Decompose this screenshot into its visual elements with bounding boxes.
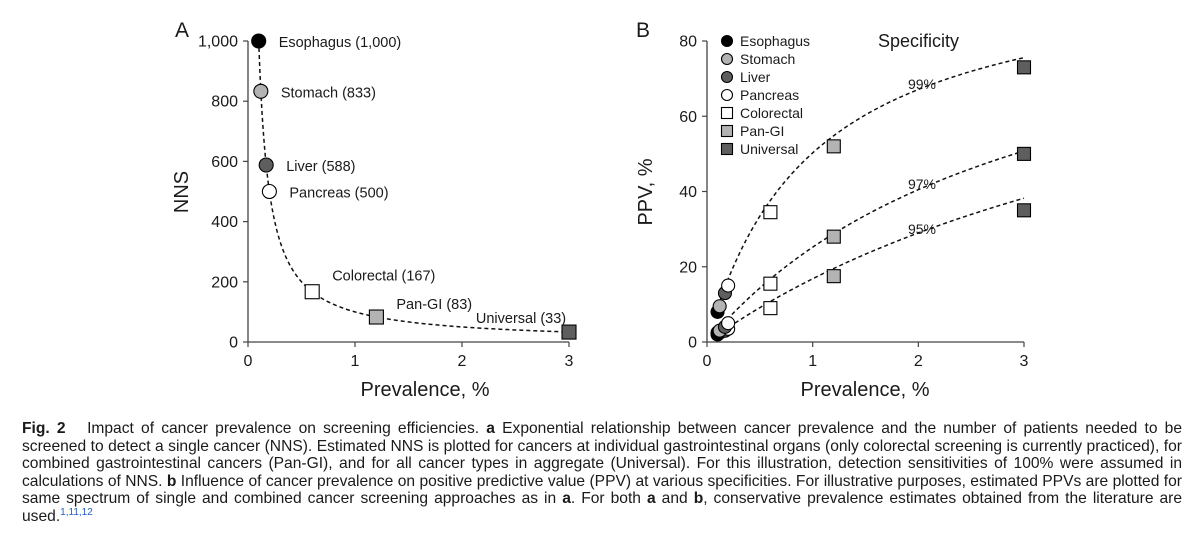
legend-label-pan-gi: Pan-GI [740,123,784,139]
marker-97-universal [1016,146,1032,161]
caption-panel-a-ref-3: a [646,490,656,508]
curve-label-95: 95% [908,221,936,237]
marker-97-pancreas [721,316,736,331]
caption-text-3: Influence of cancer prevalence on positi… [22,472,1182,508]
figure-caption: Fig. 2 Impact of cancer prevalence on sc… [22,420,1182,526]
marker-99-colorectal [763,205,778,220]
x-tick-label: 1 [808,353,817,370]
data-label-stomach: Stomach (833) [281,85,376,101]
y-tick-label: 0 [229,335,238,352]
legend-label-colorectal: Colorectal [740,105,803,121]
legend-marker-colorectal [720,106,734,120]
legend-title: Specificity [878,31,959,51]
marker-99-universal [1016,60,1032,75]
marker-99-pan-gi [826,139,841,154]
figure-label: Fig. 2 [22,420,66,437]
y-tick-label: 400 [211,214,238,231]
y-axis-label: PPV, % [635,158,657,225]
y-tick-label: 20 [679,259,697,276]
y-tick-label: 60 [679,109,697,126]
marker-99-stomach [712,299,727,314]
y-tick-label: 80 [679,34,697,51]
marker-pan-gi [368,309,384,325]
marker-95-pan-gi [826,269,841,284]
x-tick-label: 0 [244,353,253,370]
caption-text-6: , conservative prevalence estimates obta… [22,490,1183,525]
data-label-pancreas: Pancreas (500) [289,186,388,202]
x-tick-label: 0 [703,353,712,370]
nns-fit-curve [257,40,570,333]
caption-panel-a-ref: a [486,420,495,437]
caption-text-1: Impact of cancer prevalence on screening… [87,420,487,437]
ppv-curve-99 [716,56,1025,309]
ppv-curve-95 [717,197,1025,336]
panel-b-ppv-chart: 0 20 40 60 80 0 1 2 3 B Prevalence, % PPV, % 99% 97% 9… [635,19,1032,401]
curve-label-99: 99% [908,76,936,92]
legend-marker-universal [720,142,734,156]
y-tick-label: 200 [211,274,238,291]
marker-pancreas [261,183,277,200]
marker-95-universal [1016,203,1032,218]
marker-liver [258,157,274,173]
caption-text-5: and [655,490,694,508]
legend-label-stomach: Stomach [740,51,795,67]
x-tick-label: 2 [458,353,467,370]
x-tick-label: 3 [1020,353,1029,370]
legend-marker-liver [720,70,734,84]
data-label-universal: Universal (33) [476,311,566,327]
x-tick-label: 2 [914,353,923,370]
marker-universal [561,324,577,340]
data-label-esophagus: Esophagus (1,000) [279,35,402,51]
data-label-liver: Liver (588) [286,159,355,175]
x-tick-label: 3 [565,353,574,370]
caption-text-4: . For both [570,490,647,508]
legend-label-esophagus: Esophagus [740,33,810,49]
caption-text-2: Exponential relationship between cancer … [22,420,1182,490]
x-tick-label: 1 [351,353,360,370]
y-tick-label: 1,000 [198,34,238,51]
y-tick-label: 600 [211,154,238,171]
legend-marker-pan-gi [720,124,734,138]
marker-99-pancreas [721,278,736,293]
caption-reference-link[interactable]: 1,11,12 [60,506,93,518]
curve-label-97: 97% [908,176,936,192]
legend-label-pancreas: Pancreas [740,87,799,103]
panel-a-label: A [175,19,189,42]
marker-97-pan-gi [826,229,841,244]
x-axis-label: Prevalence, % [801,379,930,401]
caption-panel-b-ref: b [166,472,177,490]
panel-a-nns-chart: 0 200 400 600 800 1,000 0 1 2 3 A Prevalence, % NNS E… [171,19,577,401]
y-tick-label: 800 [211,94,238,111]
caption-panel-a-ref-2: a [562,490,571,508]
legend-marker-esophagus [720,34,734,48]
x-axis-label: Prevalence, % [361,379,490,401]
legend-label-liver: Liver [740,69,771,85]
caption-panel-b-ref-2: b [693,490,704,508]
data-label-colorectal: Colorectal (167) [332,269,435,285]
y-axis-label: NNS [171,171,193,213]
panel-b-label: B [636,19,650,42]
marker-95-colorectal [763,301,778,316]
data-label-pan-gi: Pan-GI (83) [396,297,472,313]
y-tick-label: 40 [679,184,697,201]
legend-marker-pancreas [720,88,734,102]
marker-97-colorectal [763,276,778,291]
y-tick-label: 0 [688,335,697,352]
legend-marker-stomach [720,52,734,66]
marker-colorectal [304,284,320,300]
legend-label-universal: Universal [740,141,798,157]
marker-stomach [253,83,269,99]
marker-esophagus [251,33,267,49]
